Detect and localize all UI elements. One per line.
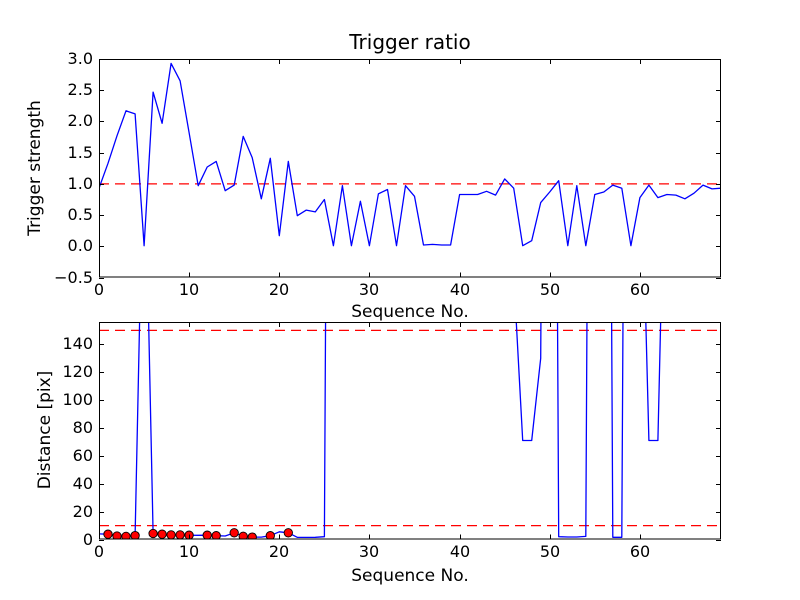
distance-spines xyxy=(99,322,721,540)
y-tick-label: 0 xyxy=(82,530,93,549)
x-tick-label: 20 xyxy=(268,279,290,299)
y-tick-label: 1.5 xyxy=(67,143,93,162)
top-plot-title: Trigger ratio xyxy=(349,30,471,54)
y-tick-label: 60 xyxy=(72,446,93,465)
x-tick-label: 0 xyxy=(93,541,105,561)
top-plot-axes: 0 10 20 30 40 50 60 3.0 2.5 2.0 1.5 1.0 0.5 0.0 −0.5 xyxy=(54,50,721,298)
x-tick-label: 40 xyxy=(449,279,471,299)
trigger-ratio-spines xyxy=(99,59,721,278)
data-marker xyxy=(211,531,221,540)
data-marker xyxy=(247,532,257,540)
x-tick-label: 50 xyxy=(539,541,561,561)
trigger-ratio-line xyxy=(99,62,721,247)
bottom-plot-xlabel: Sequence No. xyxy=(351,566,469,586)
trigger-ratio-plot xyxy=(99,59,721,279)
data-marker xyxy=(202,530,212,540)
y-tick-label: 140 xyxy=(62,334,93,353)
y-tick-label: 0.0 xyxy=(67,236,93,255)
y-tick-label: 1.0 xyxy=(67,174,93,193)
distance-plot xyxy=(99,322,721,541)
y-tick-label: 40 xyxy=(72,474,93,493)
x-tick-label: 10 xyxy=(178,541,200,561)
y-tick-label: 2.5 xyxy=(67,80,93,99)
x-tick-label: 10 xyxy=(178,279,200,299)
y-tick-label: 3.0 xyxy=(67,49,93,68)
x-tick-label: 60 xyxy=(629,279,651,299)
data-marker xyxy=(157,529,167,539)
y-tick-label: −0.5 xyxy=(54,268,93,287)
y-tick-label: 120 xyxy=(62,362,93,381)
data-marker xyxy=(121,531,131,540)
data-marker xyxy=(229,528,239,538)
x-tick-label: 20 xyxy=(268,541,290,561)
y-tick-label: 20 xyxy=(72,502,93,521)
data-marker xyxy=(112,531,122,540)
top-plot-xlabel: Sequence No. xyxy=(351,302,469,322)
bottom-plot-ylabel: Distance [pix] xyxy=(35,370,55,490)
x-tick-label: 30 xyxy=(358,279,380,299)
x-tick-label: 50 xyxy=(539,279,561,299)
data-marker xyxy=(148,528,158,539)
x-tick-label: 0 xyxy=(93,279,105,299)
y-tick-label: 100 xyxy=(62,390,93,409)
data-marker xyxy=(166,530,176,540)
bottom-plot-axes: 0 10 20 30 40 50 60 140 120 100 80 60 40 20 0 xyxy=(62,322,721,560)
x-tick-label: 30 xyxy=(358,541,380,561)
data-marker xyxy=(283,528,293,538)
y-tick-label: 2.0 xyxy=(67,111,93,130)
data-marker xyxy=(238,531,248,540)
top-plot-ylabel: Trigger strength xyxy=(25,100,45,236)
data-marker xyxy=(175,530,185,540)
x-tick-label: 60 xyxy=(629,541,651,561)
x-tick-label: 40 xyxy=(449,541,471,561)
y-tick-label: 80 xyxy=(72,418,93,437)
y-tick-label: 0.5 xyxy=(67,205,93,224)
data-marker xyxy=(103,529,113,539)
data-marker xyxy=(130,530,140,540)
data-marker xyxy=(265,531,275,540)
